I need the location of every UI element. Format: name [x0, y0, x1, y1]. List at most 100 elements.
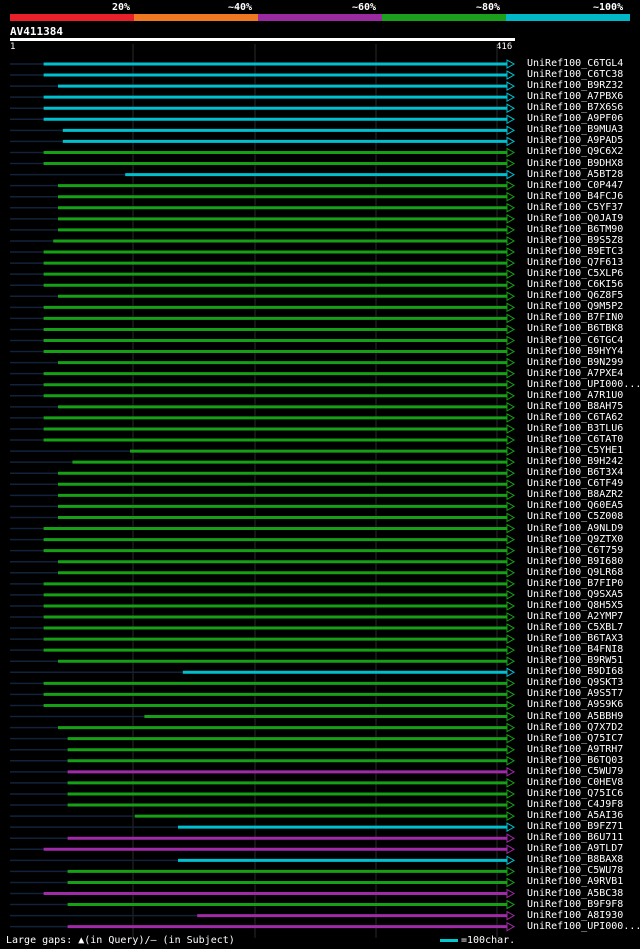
- hit-label[interactable]: UniRef100_Q9SKT3: [527, 677, 624, 689]
- hit-label[interactable]: UniRef100_B9S5Z8: [527, 234, 624, 246]
- hit-label[interactable]: UniRef100_UPI000...: [527, 378, 640, 390]
- hit-label[interactable]: UniRef100_C6TGC4: [527, 334, 624, 346]
- hit-label[interactable]: UniRef100_B9RW51: [527, 655, 624, 667]
- hit-label[interactable]: UniRef100_Q75IC6: [527, 787, 624, 799]
- hit-label[interactable]: UniRef100_C6TAT0: [527, 434, 624, 446]
- hit-label[interactable]: UniRef100_B7FIP0: [527, 577, 624, 589]
- scale-label-100: ~100%: [593, 2, 624, 13]
- hit-label[interactable]: UniRef100_Q75IC7: [527, 732, 624, 744]
- hit-arrow: [506, 733, 516, 744]
- hit-label[interactable]: UniRef100_A7R1U0: [527, 389, 624, 401]
- hit-label[interactable]: UniRef100_B6TBK8: [527, 323, 624, 335]
- hit-label[interactable]: UniRef100_A9TLD7: [527, 843, 624, 855]
- hit-label[interactable]: UniRef100_B9DHX8: [527, 157, 624, 169]
- hit-label[interactable]: UniRef100_A7PXE4: [527, 367, 624, 379]
- hit-label[interactable]: UniRef100_A8I930: [527, 909, 624, 921]
- axis-start-label: 1: [10, 42, 16, 52]
- hit-label[interactable]: UniRef100_B8AH75: [527, 400, 624, 412]
- hit-label[interactable]: UniRef100_C5WU78: [527, 865, 624, 877]
- hit-arrow: [506, 390, 516, 401]
- hit-label[interactable]: UniRef100_C6T759: [527, 544, 624, 556]
- hit-label[interactable]: UniRef100_B8AZR2: [527, 489, 624, 501]
- hit-label[interactable]: UniRef100_B6TQ03: [527, 754, 624, 766]
- hit-label[interactable]: UniRef100_Q9LR68: [527, 566, 624, 578]
- hit-arrow: [506, 545, 516, 556]
- hit-label[interactable]: UniRef100_A9TRH7: [527, 743, 624, 755]
- hit-label[interactable]: UniRef100_C6TGL4: [527, 58, 624, 69]
- scale-segment-orange: [134, 14, 258, 21]
- hit-label[interactable]: UniRef100_B7X6S6: [527, 102, 624, 114]
- hit-label[interactable]: UniRef100_B3TLU6: [527, 422, 624, 434]
- hit-label[interactable]: UniRef100_Q9M5P2: [527, 301, 624, 313]
- hit-label[interactable]: UniRef100_A7PBX6: [527, 91, 624, 103]
- hit-label[interactable]: UniRef100_UPI000...: [527, 920, 640, 932]
- hit-label[interactable]: UniRef100_B9FZ71: [527, 821, 624, 833]
- hit-label[interactable]: UniRef100_Q7X7D2: [527, 721, 624, 733]
- hit-label[interactable]: UniRef100_A5BT28: [527, 168, 624, 180]
- scale-text: =100char.: [461, 935, 516, 946]
- hit-arrow: [506, 910, 516, 921]
- hit-label[interactable]: UniRef100_B9H242: [527, 456, 624, 468]
- identity-color-scale: 20% ~40% ~60% ~80% ~100%: [0, 0, 640, 22]
- hit-label[interactable]: UniRef100_B9I680: [527, 555, 624, 567]
- hit-arrow: [506, 468, 516, 479]
- hit-label[interactable]: UniRef100_A5BBH9: [527, 710, 624, 722]
- hit-label[interactable]: UniRef100_Q7F613: [527, 257, 624, 269]
- hit-label[interactable]: UniRef100_C0P447: [527, 179, 624, 191]
- hit-label[interactable]: UniRef100_C6TC38: [527, 69, 624, 81]
- hit-arrow: [506, 501, 516, 512]
- hit-label[interactable]: UniRef100_Q0JAI9: [527, 212, 624, 224]
- hit-label[interactable]: UniRef100_B6T3X4: [527, 467, 624, 479]
- hit-label[interactable]: UniRef100_Q60EA5: [527, 500, 624, 512]
- hit-label[interactable]: UniRef100_A5BC38: [527, 887, 624, 899]
- hit-label[interactable]: UniRef100_B7FIN0: [527, 312, 624, 324]
- hit-arrow: [506, 368, 516, 379]
- hit-label[interactable]: UniRef100_B6TM90: [527, 223, 624, 235]
- hit-label[interactable]: UniRef100_A9S5T7: [527, 688, 624, 700]
- hit-label[interactable]: UniRef100_A2YMP7: [527, 611, 624, 622]
- hit-label[interactable]: UniRef100_C5XLP6: [527, 268, 624, 280]
- hit-label[interactable]: UniRef100_Q9SXA5: [527, 588, 624, 600]
- hit-label[interactable]: UniRef100_B9DI68: [527, 666, 624, 678]
- hit-label[interactable]: UniRef100_A9RVB1: [527, 876, 624, 888]
- hit-label[interactable]: UniRef100_A9PF06: [527, 113, 624, 125]
- hit-label[interactable]: UniRef100_Q9ZTX0: [527, 533, 624, 545]
- hit-label[interactable]: UniRef100_C5YF37: [527, 201, 624, 213]
- scale-label-20: 20%: [112, 2, 131, 13]
- hit-arrow: [506, 258, 516, 268]
- hit-label[interactable]: UniRef100_Q9C6X2: [527, 146, 624, 158]
- hit-arrow: [506, 59, 516, 69]
- hit-label[interactable]: UniRef100_A9S9K6: [527, 699, 624, 711]
- hit-label[interactable]: UniRef100_C4J9F8: [527, 799, 624, 811]
- hit-label[interactable]: UniRef100_C6TF49: [527, 478, 624, 490]
- hit-label[interactable]: UniRef100_C6TA62: [527, 411, 624, 423]
- hit-label[interactable]: UniRef100_B9F9F8: [527, 898, 624, 910]
- hit-label[interactable]: UniRef100_B9MUA3: [527, 124, 624, 136]
- hit-label[interactable]: UniRef100_C5XBL7: [527, 622, 624, 634]
- hit-label[interactable]: UniRef100_Q6Z8F5: [527, 290, 624, 302]
- hit-arrow: [506, 590, 516, 600]
- hit-arrow: [506, 811, 516, 821]
- hit-label[interactable]: UniRef100_B9HYY4: [527, 345, 624, 357]
- hit-label[interactable]: UniRef100_A5AI36: [527, 810, 624, 822]
- hit-label[interactable]: UniRef100_C6KI56: [527, 279, 624, 291]
- hit-label[interactable]: UniRef100_C5WU79: [527, 765, 624, 777]
- hit-label[interactable]: UniRef100_C5YHE1: [527, 445, 624, 457]
- hit-label[interactable]: UniRef100_A9PAD5: [527, 135, 624, 147]
- hit-label[interactable]: UniRef100_C0HEV8: [527, 776, 624, 788]
- hit-arrow: [506, 755, 516, 766]
- hit-label[interactable]: UniRef100_B6TAX3: [527, 633, 624, 645]
- hit-label[interactable]: UniRef100_B6U711: [527, 832, 624, 844]
- hit-arrow: [506, 424, 516, 434]
- hit-label[interactable]: UniRef100_C5Z008: [527, 511, 624, 523]
- hit-label[interactable]: UniRef100_B4FCJ6: [527, 190, 624, 202]
- hit-label[interactable]: UniRef100_A9NLD9: [527, 522, 624, 534]
- hit-label[interactable]: UniRef100_Q8H5X5: [527, 599, 624, 611]
- hit-label[interactable]: UniRef100_B9N299: [527, 356, 624, 368]
- hit-arrow: [506, 202, 516, 213]
- hit-arrow: [506, 291, 516, 302]
- hit-label[interactable]: UniRef100_B9RZ32: [527, 80, 624, 92]
- hit-label[interactable]: UniRef100_B8BAX8: [527, 854, 624, 866]
- hit-label[interactable]: UniRef100_B9ETC3: [527, 246, 624, 258]
- hit-label[interactable]: UniRef100_B4FNI8: [527, 644, 624, 656]
